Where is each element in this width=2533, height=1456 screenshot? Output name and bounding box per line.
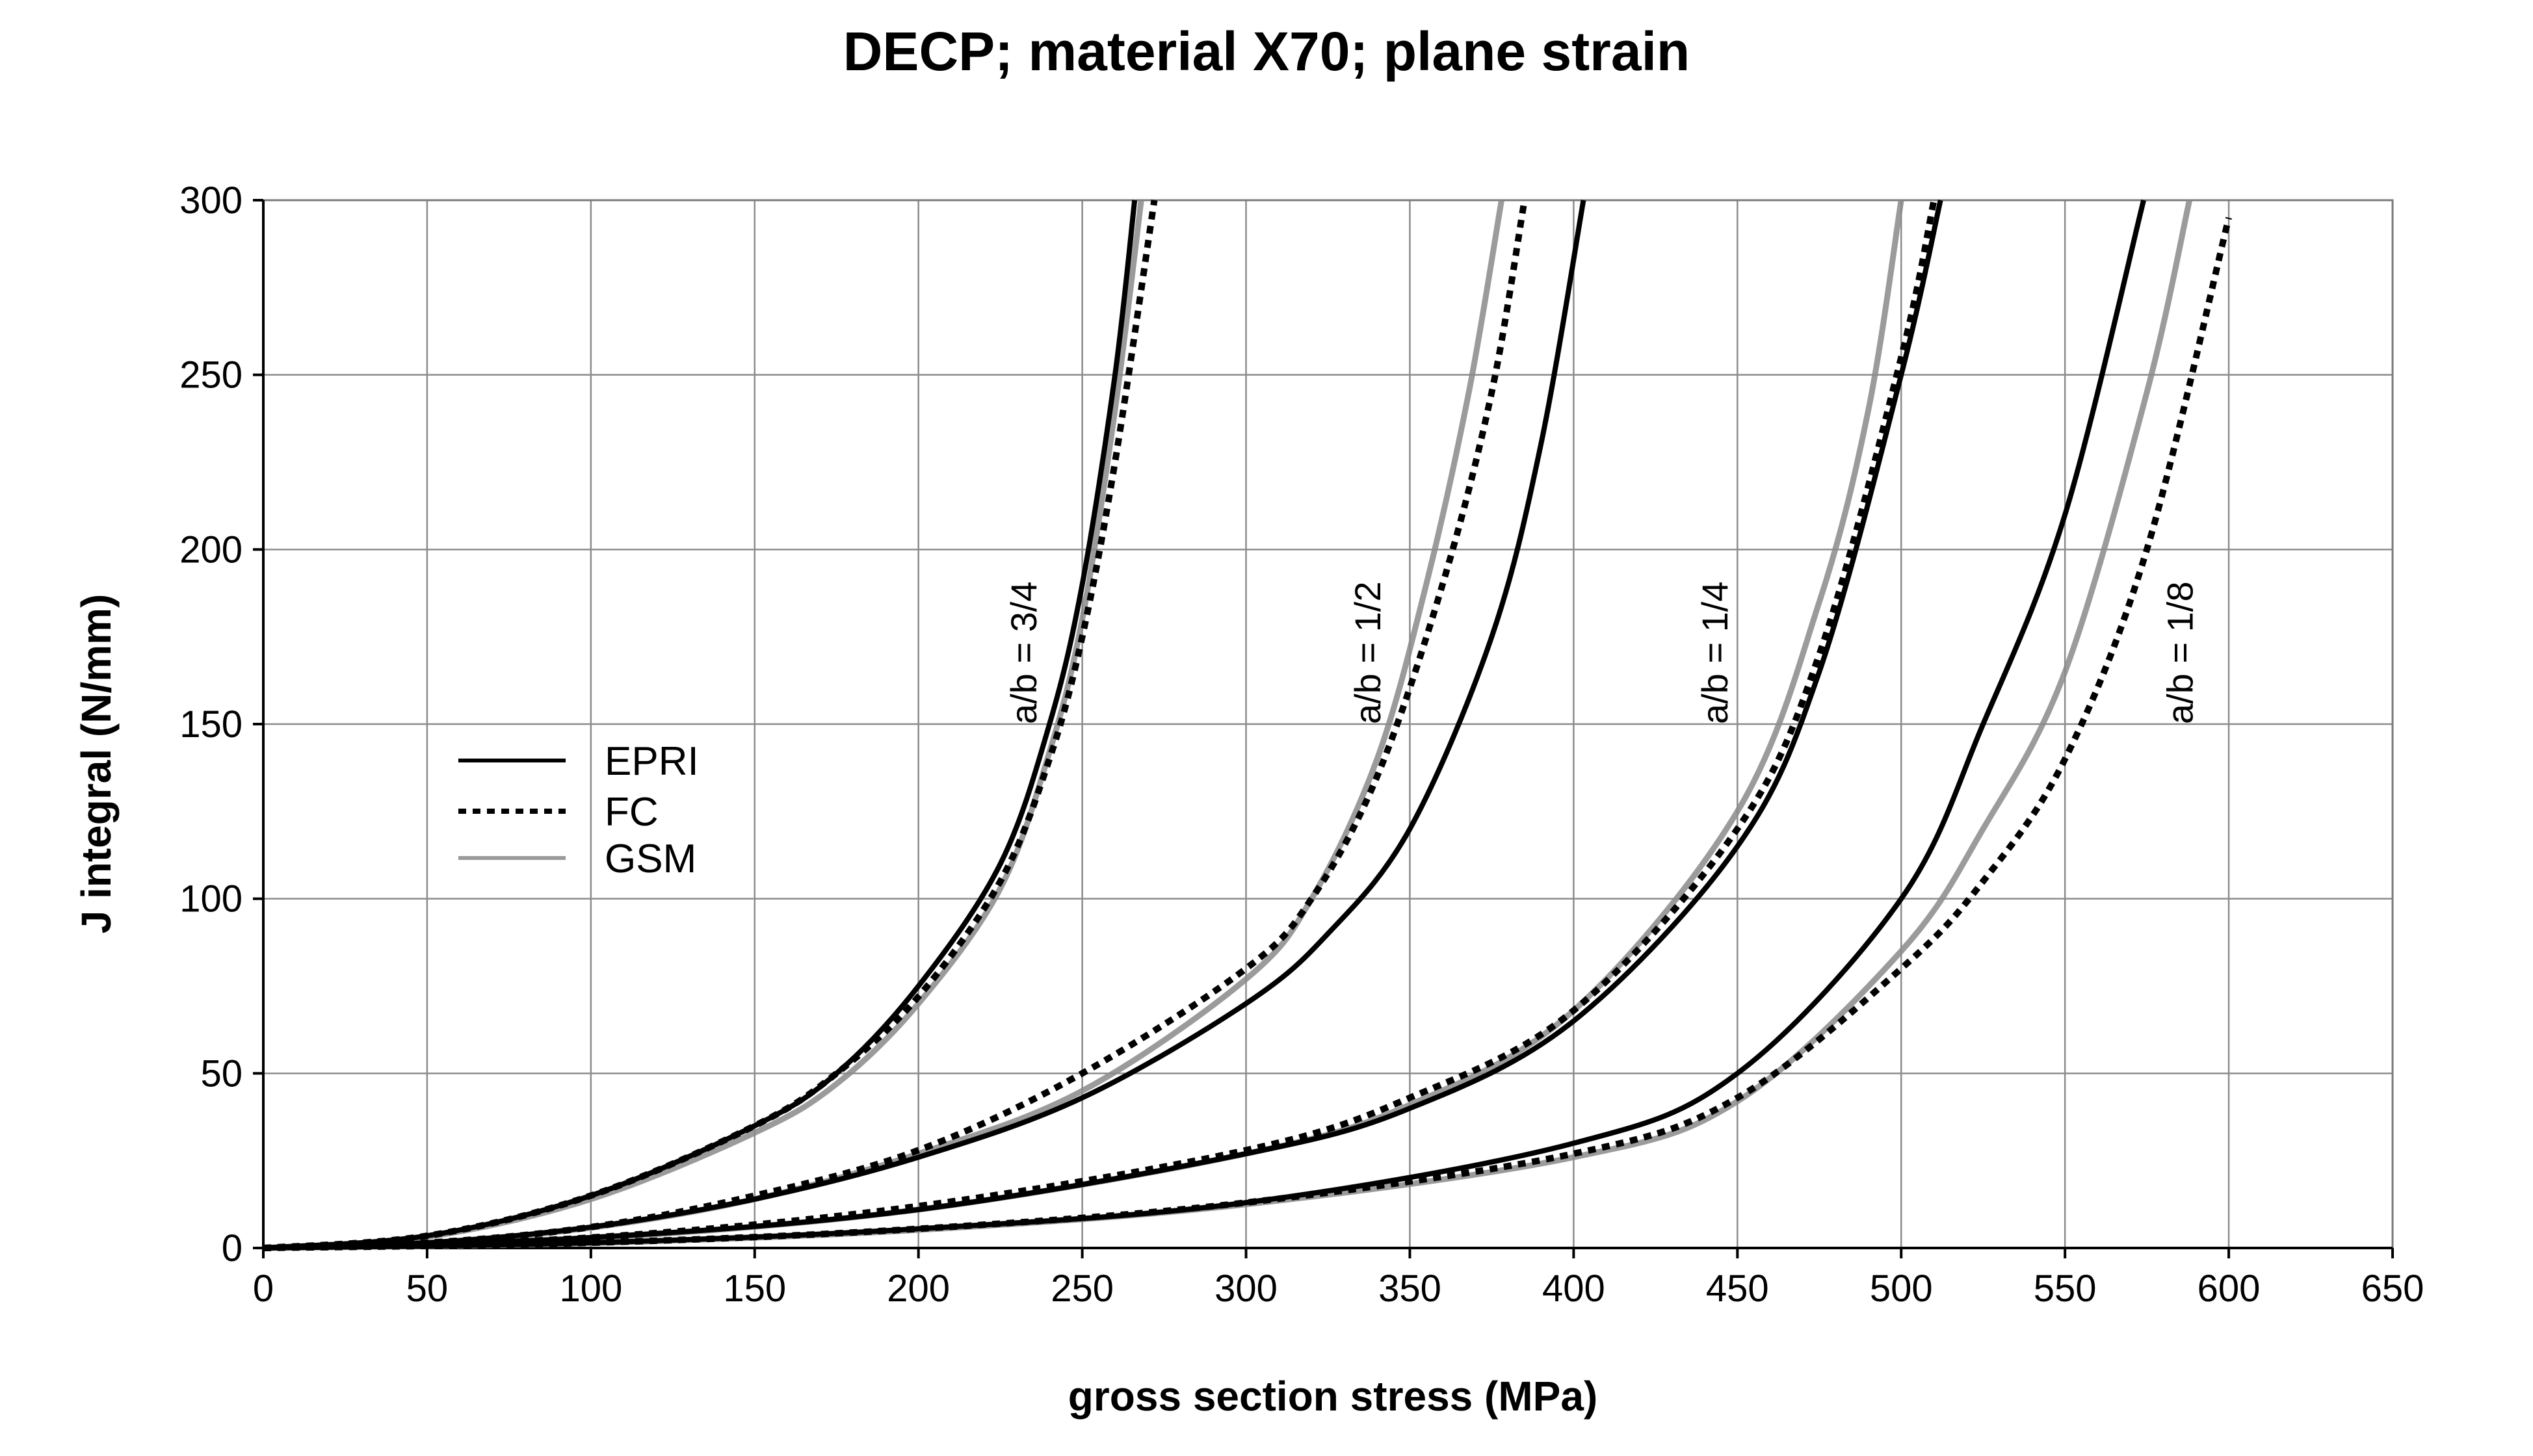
axes: 0 50 100 150 200 250 300 350 400 450 500 550 600 650 0… — [179, 179, 2424, 1310]
x-tick-label: 400 — [1542, 1268, 1605, 1310]
y-tick-label: 300 — [179, 179, 243, 222]
x-tick-label: 200 — [887, 1268, 950, 1310]
curve-annotation: a/b = 1/8 — [2160, 581, 2201, 724]
x-tick-label: 650 — [2361, 1268, 2424, 1310]
y-tick-label: 0 — [222, 1227, 243, 1269]
x-tick-label: 300 — [1214, 1268, 1278, 1310]
x-tick-label: 0 — [253, 1268, 274, 1310]
series-line-epri-ab-1-4 — [263, 200, 1943, 1251]
series-line-epri-ab-1-8 — [263, 200, 2146, 1251]
y-tick-label: 250 — [179, 354, 243, 396]
y-tick-label: 200 — [179, 528, 243, 571]
x-tick-label: 250 — [1051, 1268, 1114, 1310]
x-tick-label: 350 — [1378, 1268, 1441, 1310]
legend-label-gsm: GSM — [605, 837, 696, 881]
curve-annotation: a/b = 1/4 — [1694, 581, 1735, 724]
y-tick-label: 100 — [179, 878, 243, 920]
chart-title: DECP; material X70; plane strain — [843, 21, 1690, 82]
x-tick-label: 500 — [1870, 1268, 1933, 1310]
grid — [263, 200, 2393, 1248]
legend-label-fc: FC — [605, 790, 659, 835]
y-tick-label: 50 — [200, 1052, 243, 1095]
series-line-fc-ab-3-4 — [263, 200, 1158, 1251]
series-line-epri-ab-1-2 — [263, 200, 1586, 1251]
y-axis-title: J integral (N/mm) — [73, 594, 120, 934]
x-tick-label: 550 — [2034, 1268, 2097, 1310]
legend-label-epri: EPRI — [605, 739, 699, 784]
x-tick-label: 600 — [2198, 1268, 2261, 1310]
annotations: a/b = 3/4 a/b = 1/2 a/b = 1/4 a/b = 1/8 — [1003, 581, 2201, 724]
x-tick-label: 450 — [1706, 1268, 1769, 1310]
x-axis-title: gross section stress (MPa) — [1068, 1373, 1598, 1420]
series-lines — [263, 199, 2232, 1251]
y-tick-label: 150 — [179, 703, 243, 746]
curve-annotation: a/b = 3/4 — [1003, 581, 1044, 724]
x-tick-label: 50 — [406, 1268, 449, 1310]
curve-annotation: a/b = 1/2 — [1347, 581, 1388, 724]
x-tick-label: 150 — [723, 1268, 786, 1310]
series-line-epri-ab-3-4 — [263, 200, 1138, 1251]
x-tick-label: 100 — [559, 1268, 622, 1310]
